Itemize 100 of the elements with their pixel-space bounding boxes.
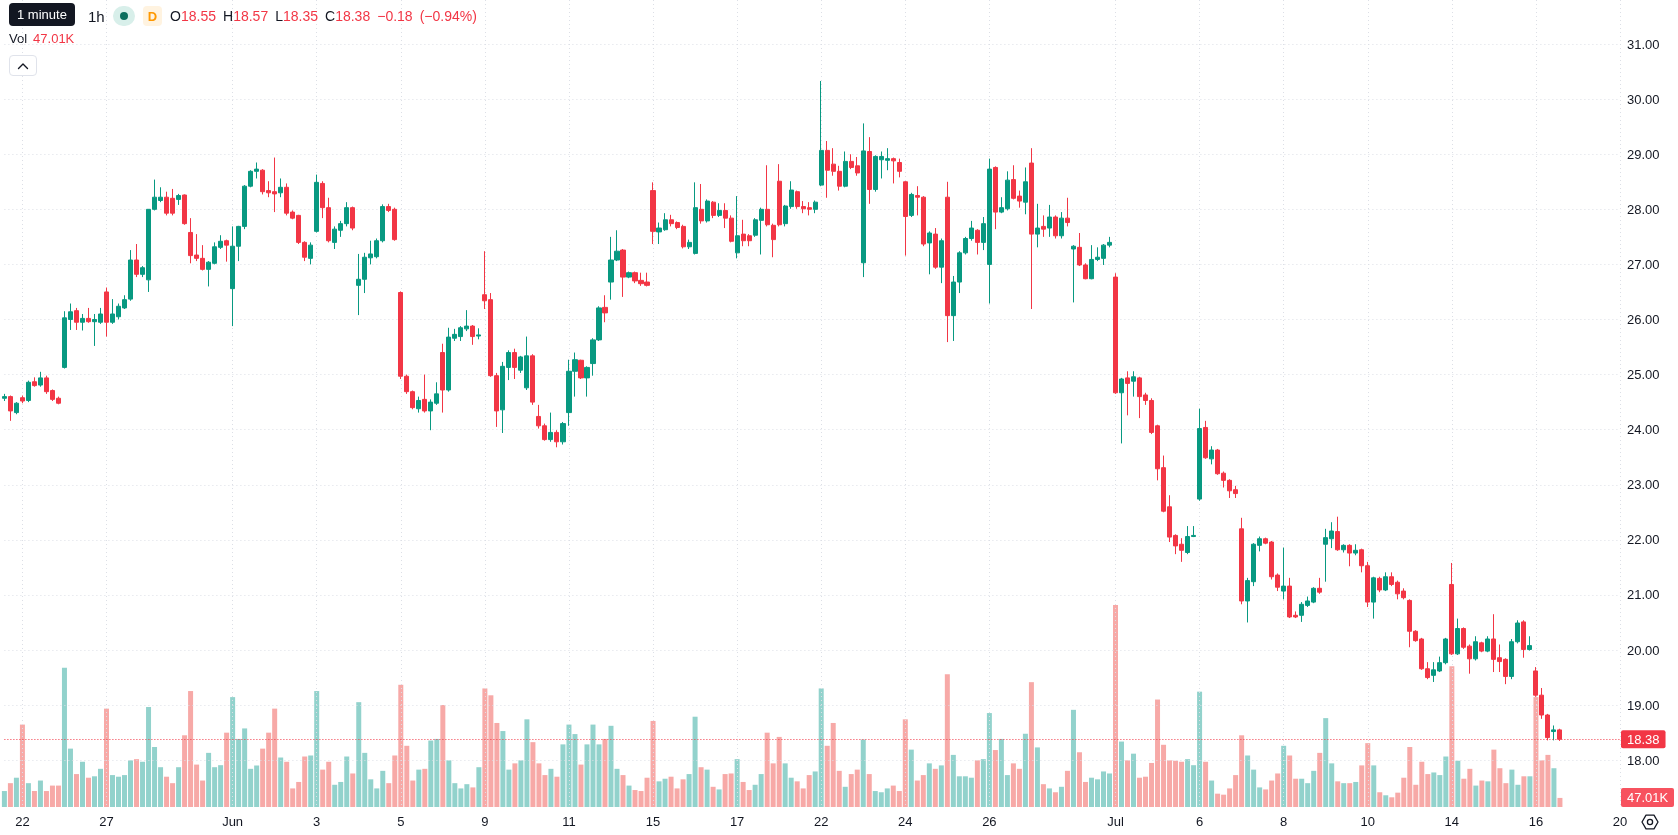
candlestick	[711, 200, 716, 219]
candlestick	[945, 181, 950, 343]
candlestick	[939, 238, 944, 284]
candlestick	[1113, 272, 1118, 395]
candlestick	[705, 198, 710, 224]
candlestick	[1203, 420, 1208, 460]
candlestick	[1209, 445, 1214, 465]
bar	[176, 767, 182, 807]
candlestick	[993, 165, 998, 230]
candlestick	[20, 395, 25, 404]
candlestick	[38, 371, 43, 388]
bar	[1521, 776, 1527, 807]
candlestick	[735, 195, 740, 259]
bar	[620, 775, 626, 807]
candlestick	[765, 164, 770, 227]
candlestick	[861, 122, 866, 278]
x-tick-label: 8	[1280, 814, 1288, 829]
candlestick	[14, 401, 19, 415]
bar	[1052, 792, 1058, 807]
candlestick	[1347, 543, 1352, 567]
candlestick	[819, 80, 824, 187]
bar	[1551, 768, 1557, 807]
x-tick-label: Jul	[1107, 814, 1124, 829]
candlestick	[224, 239, 229, 263]
candlestick	[476, 327, 481, 340]
candlestick	[1125, 370, 1130, 416]
candlestick	[927, 230, 932, 275]
bar	[1473, 785, 1479, 807]
bar	[1371, 765, 1377, 807]
bar	[1353, 781, 1359, 807]
candlestick	[891, 157, 896, 184]
candlestick	[440, 343, 445, 414]
candlestick	[1281, 547, 1286, 600]
text: O18.55 H18.57 L18.35 C18.38 −0.18 (−0.94%)	[170, 8, 477, 24]
candlestick	[80, 313, 85, 332]
candlestick	[843, 150, 848, 188]
bar	[1347, 783, 1353, 807]
candlestick	[422, 374, 427, 414]
x-tick-label: 22	[15, 814, 30, 829]
candlestick	[1317, 577, 1322, 595]
bar	[134, 759, 140, 807]
bar	[866, 774, 872, 807]
candlestick	[771, 223, 776, 258]
bar	[860, 739, 866, 807]
bar	[476, 767, 482, 807]
x-tick-label: 17	[729, 814, 745, 829]
candlestick	[1035, 203, 1040, 248]
candlestick	[512, 348, 517, 380]
bar	[926, 763, 932, 807]
candlestick	[1353, 543, 1358, 556]
candlestick	[717, 202, 722, 218]
candlestick	[1065, 197, 1070, 227]
candlestick	[554, 429, 559, 448]
candlestick	[1521, 619, 1526, 659]
x-tick-label: 15	[645, 814, 661, 829]
x-tick-label: 5	[397, 814, 405, 829]
bar	[1113, 605, 1118, 807]
candlestick	[903, 180, 908, 257]
bar	[37, 780, 43, 807]
bar	[512, 763, 518, 807]
bar	[1455, 760, 1461, 807]
bar	[710, 786, 716, 807]
candlestick	[1371, 576, 1376, 620]
bar	[79, 761, 85, 807]
candlestick	[1527, 635, 1532, 652]
bar	[1203, 761, 1209, 807]
candlestick	[1449, 562, 1454, 656]
candlestick	[1023, 166, 1028, 215]
bar	[1485, 781, 1491, 807]
bar	[13, 777, 19, 807]
candlestick	[1473, 635, 1478, 661]
x-tick-label: 10	[1360, 814, 1375, 829]
candlestick	[1131, 370, 1136, 398]
bar	[1070, 709, 1076, 807]
y-tick-label: 21.00	[1627, 587, 1660, 603]
ref-line-label: 18.38	[1627, 731, 1660, 747]
candlestick	[314, 174, 319, 233]
x-tick-label: 11	[562, 814, 576, 829]
candlestick	[26, 380, 31, 403]
y-tick-label: 25.00	[1627, 367, 1660, 383]
bar	[1527, 776, 1533, 807]
bar	[548, 768, 554, 807]
bar	[842, 786, 848, 807]
bar	[1028, 682, 1034, 807]
candlestick	[777, 163, 782, 227]
x-tick-label: Jun	[222, 814, 244, 829]
y-tick-label: 28.00	[1627, 201, 1660, 217]
candlestick	[1059, 211, 1064, 240]
candlestick	[1071, 244, 1076, 303]
candlestick	[1377, 576, 1382, 593]
candlestick	[620, 248, 626, 298]
bar	[554, 776, 560, 807]
bar	[416, 769, 422, 807]
candlestick	[1485, 635, 1490, 653]
bar	[578, 764, 584, 807]
candlestick	[1041, 214, 1046, 238]
bar	[1119, 741, 1125, 807]
bar	[31, 791, 37, 807]
bar	[104, 708, 109, 807]
candlestick	[626, 271, 632, 279]
